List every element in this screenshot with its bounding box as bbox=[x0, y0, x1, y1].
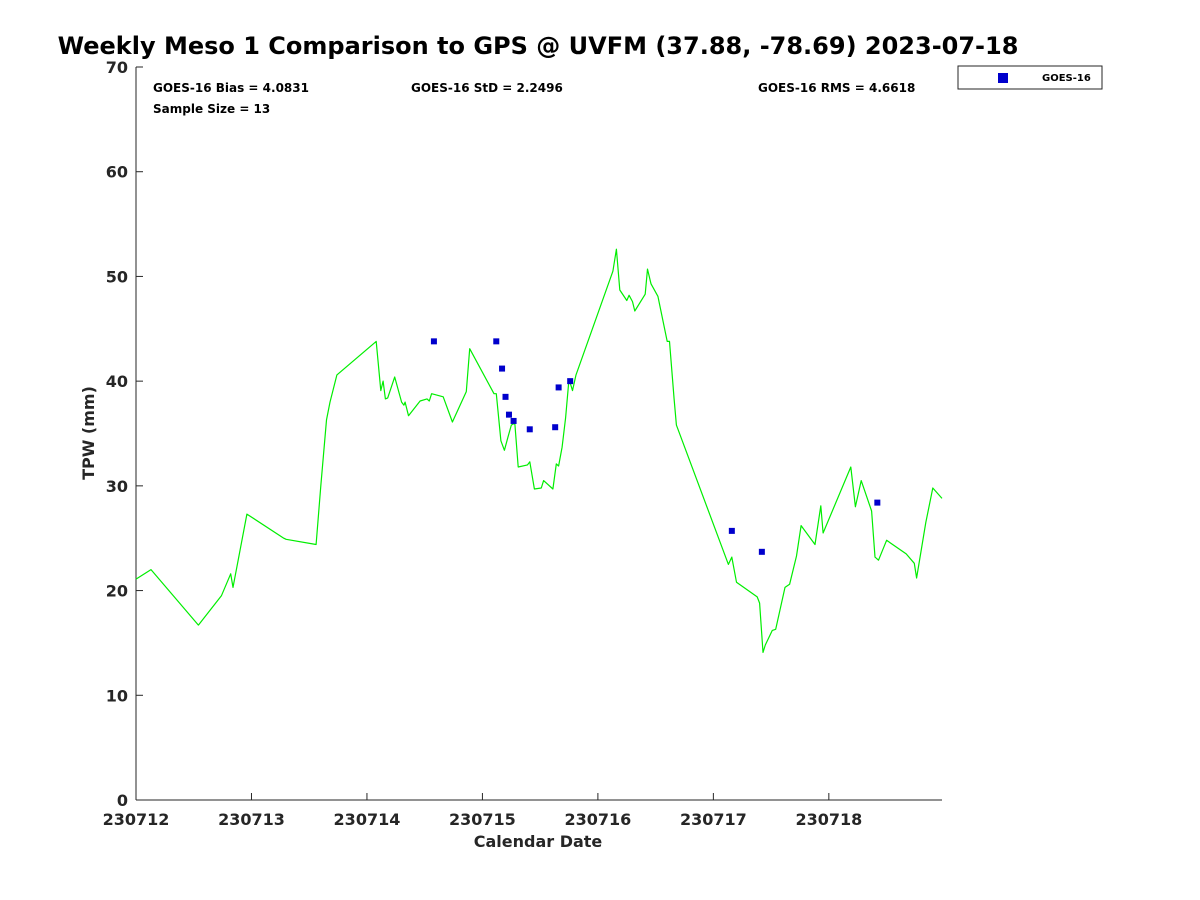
y-tick-label: 40 bbox=[106, 372, 128, 391]
sample-size-annotation: Sample Size = 13 bbox=[153, 102, 270, 116]
y-tick-label: 20 bbox=[106, 582, 128, 601]
x-tick-label: 230712 bbox=[103, 810, 170, 829]
goes16-point bbox=[555, 384, 562, 391]
legend: GOES-16 bbox=[957, 65, 1103, 90]
y-tick-label: 60 bbox=[106, 163, 128, 182]
chart-title: Weekly Meso 1 Comparison to GPS @ UVFM (… bbox=[58, 32, 1019, 60]
goes16-point bbox=[499, 365, 506, 372]
goes16-point bbox=[430, 338, 437, 345]
stats-annotations: GOES-16 Bias = 4.0831 GOES-16 StD = 2.24… bbox=[153, 81, 915, 116]
x-tick-label: 230714 bbox=[334, 810, 401, 829]
y-tick-label: 30 bbox=[106, 477, 128, 496]
y-tick-label: 10 bbox=[106, 686, 128, 705]
y-axis-label: TPW (mm) bbox=[79, 386, 98, 480]
std-annotation: GOES-16 StD = 2.2496 bbox=[411, 81, 563, 95]
y-ticks: 0 10 20 30 40 50 60 70 bbox=[106, 58, 143, 810]
x-tick-label: 230716 bbox=[564, 810, 631, 829]
legend-label-goes16: GOES-16 bbox=[1042, 73, 1091, 84]
x-tick-label: 230717 bbox=[680, 810, 747, 829]
legend-box bbox=[957, 65, 1103, 90]
legend-marker-goes16 bbox=[998, 73, 1008, 83]
goes16-point bbox=[567, 378, 574, 385]
goes16-point bbox=[728, 527, 735, 534]
bias-annotation: GOES-16 Bias = 4.0831 bbox=[153, 81, 309, 95]
goes16-point bbox=[874, 499, 881, 506]
goes16-point bbox=[502, 393, 509, 400]
goes16-point bbox=[526, 426, 533, 433]
x-tick-label: 230715 bbox=[449, 810, 516, 829]
x-axis-label: Calendar Date bbox=[474, 832, 603, 851]
x-ticks: 230712 230713 230714 230715 230716 230717 2307… bbox=[103, 793, 862, 829]
plot-area bbox=[135, 67, 942, 801]
x-tick-label: 230713 bbox=[218, 810, 285, 829]
y-tick-label: 70 bbox=[106, 58, 128, 77]
goes16-point bbox=[758, 548, 765, 555]
goes16-point bbox=[552, 424, 559, 431]
series-layer bbox=[135, 248, 943, 654]
rms-annotation: GOES-16 RMS = 4.6618 bbox=[758, 81, 915, 95]
x-tick-label: 230718 bbox=[795, 810, 862, 829]
gps-tpw-line bbox=[135, 248, 943, 654]
goes16-point bbox=[505, 411, 512, 418]
y-tick-label: 50 bbox=[106, 267, 128, 286]
goes16-point bbox=[493, 338, 500, 345]
y-tick-label: 0 bbox=[117, 791, 128, 810]
goes16-point bbox=[510, 417, 517, 424]
